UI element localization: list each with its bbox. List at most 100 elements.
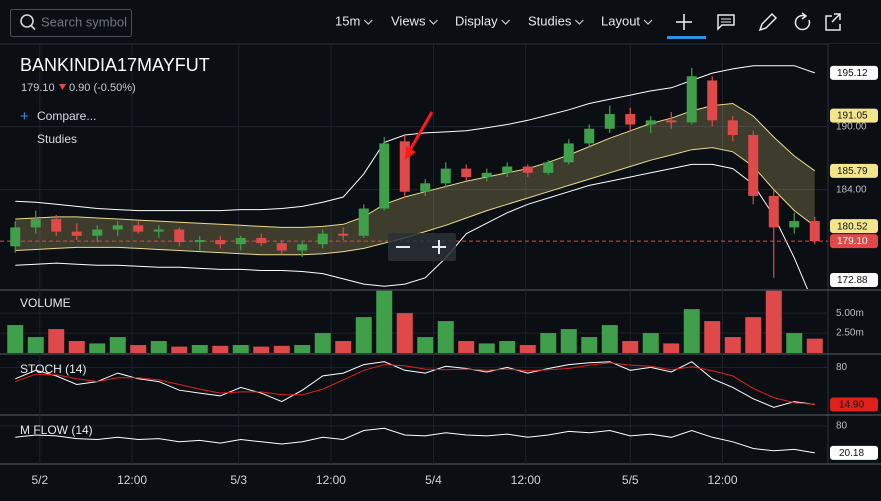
candle-body [440,168,451,184]
volume-bar [765,290,782,353]
volume-bar [458,341,475,353]
volume-bar [806,338,823,353]
search-icon [30,24,36,31]
volume-bar [601,325,618,353]
menu: 15m Views Display Studies Layout [335,13,653,28]
volume-bar [683,309,700,353]
last-price-label-box [830,234,878,249]
volume-bar [27,337,44,353]
toolbar [0,0,881,42]
volume-bar [212,345,229,353]
search-placeholder[interactable]: Search symbol [41,14,127,29]
volume-bar [745,317,762,353]
chevron [643,19,653,25]
chevron [501,19,511,25]
candle-body [153,229,164,232]
candle-body [604,114,615,129]
reset-icon[interactable] [794,14,811,31]
channel-upper [15,102,816,228]
candle-body [768,195,779,228]
compare-plus[interactable]: + [20,108,29,125]
candle-body [51,219,62,232]
search-box[interactable] [10,9,132,37]
y-tick-label: 80 [836,362,848,373]
candle-body [420,183,431,192]
last-value-box [830,397,878,412]
candle-body [215,240,226,245]
comment-icon[interactable] [717,14,735,31]
volume-bar [704,321,721,353]
last-value-label: 14.90 [839,400,864,411]
menu-item[interactable]: Studies [528,13,572,28]
volume-bar [581,337,598,353]
y-tick-label: 5.00m [836,308,864,319]
price-label: 172.88 [837,275,868,286]
price-label: 180.52 [837,221,868,232]
candle-body [625,114,636,125]
price-label: 195.12 [837,68,868,79]
x-tick-label: 5/4 [425,473,442,487]
x-tick-label: 12:00 [316,473,346,487]
x-tick-label: 5/3 [230,473,247,487]
volume-bar [171,346,188,353]
last-value-box [830,445,878,460]
candle-body [727,120,738,136]
studies[interactable]: Studies [37,132,77,146]
volume-bar [109,337,126,353]
x-tick-label: 5/2 [32,473,49,487]
last-value-label: 20.18 [839,448,864,459]
x-tick-label: 12:00 [707,473,737,487]
candle-body [112,225,123,230]
reset-icon [801,12,808,20]
menu-item[interactable]: 15m [335,13,360,28]
channel-area [15,103,815,255]
menu-item[interactable]: Display [455,13,498,28]
y-tick-label: 2.50m [836,328,864,339]
pane-title: VOLUME [20,296,71,310]
volume-bar [724,337,741,353]
annotation-arrow [408,111,434,151]
volume-bar [560,329,577,353]
volume-bar [437,321,454,353]
volume-bar [253,346,270,353]
volume-bar [232,345,249,353]
candle-body [748,135,759,196]
volume-bar [355,317,372,353]
indicator-line [15,362,815,405]
down-arrow [59,84,66,90]
menu-item[interactable]: Views [391,13,426,28]
last-price: 179.10 [21,82,55,94]
candle-body [10,227,21,247]
candle-body [461,168,472,178]
volume-bar [376,290,393,353]
lower-band [15,163,808,289]
candle-body [297,244,308,251]
change: 0.90 (-0.50%) [69,82,136,94]
search-icon [20,14,34,28]
price-pane [0,65,828,289]
popout-icon[interactable] [825,13,841,31]
plot: 5/2 12:00 5/3 12:00 5/4 12:00 5/5 12:00 190.00 18… [0,44,878,487]
volume-bar [396,313,413,353]
volume-bar [786,333,803,353]
candle-body [174,229,185,243]
indicator-line [15,427,815,454]
upper-band [15,65,815,212]
volume-bar [519,345,536,353]
menu-item[interactable]: Layout [601,13,640,28]
volume-bar [273,345,290,353]
price-label: 191.05 [837,111,868,122]
candle-body [645,120,656,125]
compare[interactable]: Compare... [37,109,96,123]
candle-body [399,141,410,192]
draw-icon[interactable] [758,12,778,32]
candle-body [30,219,41,228]
candle-body [809,221,820,242]
candle-body [338,233,349,236]
volume-bar [191,345,208,353]
candle-body [379,143,390,209]
chevron [574,19,584,25]
candle-body [522,166,533,173]
volume-bar [130,345,147,353]
